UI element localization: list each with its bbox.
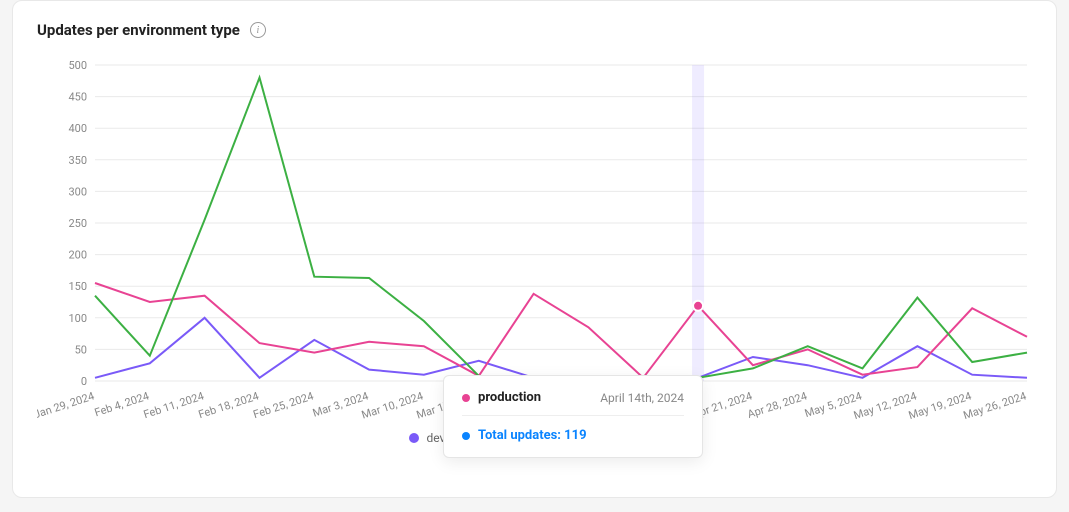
svg-text:300: 300	[68, 185, 87, 198]
svg-text:100: 100	[68, 312, 87, 325]
tooltip-series: production	[462, 390, 541, 405]
svg-text:350: 350	[68, 154, 87, 167]
svg-text:0: 0	[81, 375, 87, 388]
svg-text:Feb 18, 2024: Feb 18, 2024	[197, 389, 261, 421]
tooltip-series-dot	[462, 394, 470, 402]
tooltip-total-dot	[462, 432, 470, 440]
svg-text:150: 150	[68, 280, 87, 293]
title-row: Updates per environment type i	[37, 21, 1032, 39]
svg-text:May 26, 2024: May 26, 2024	[962, 389, 1028, 422]
tooltip-total-row: Total updates: 119	[462, 416, 684, 443]
svg-text:Feb 11, 2024: Feb 11, 2024	[142, 389, 206, 421]
svg-text:Apr 28, 2024: Apr 28, 2024	[746, 389, 809, 420]
svg-text:500: 500	[68, 59, 87, 72]
svg-text:50: 50	[75, 343, 87, 356]
svg-text:Feb 25, 2024: Feb 25, 2024	[252, 389, 316, 421]
tooltip-total: Total updates: 119	[478, 428, 587, 443]
tooltip-series-name: production	[478, 390, 541, 405]
svg-text:250: 250	[68, 217, 87, 230]
tooltip-header: production April 14th, 2024	[462, 390, 684, 416]
chart-card: Updates per environment type i 0 50 100 150…	[12, 0, 1057, 498]
svg-text:400: 400	[68, 122, 87, 135]
chart-area[interactable]: 0 50 100 150 200 250 300 350 400 450 500 Jan 29, 20…	[37, 55, 1032, 425]
svg-text:450: 450	[68, 91, 87, 104]
svg-text:Mar 10, 2024: Mar 10, 2024	[360, 389, 425, 421]
chart-tooltip: production April 14th, 2024 Total update…	[443, 375, 703, 458]
line-chart-svg[interactable]: 0 50 100 150 200 250 300 350 400 450 500 Jan 29, 20…	[37, 55, 1034, 425]
svg-text:200: 200	[68, 249, 87, 262]
tooltip-date: April 14th, 2024	[600, 391, 684, 405]
info-icon[interactable]: i	[250, 22, 266, 38]
svg-text:Jan 29, 2024: Jan 29, 2024	[37, 389, 96, 421]
svg-text:Feb 4, 2024: Feb 4, 2024	[93, 389, 151, 419]
chart-title: Updates per environment type	[37, 21, 240, 39]
legend-dot-icon	[409, 433, 419, 443]
